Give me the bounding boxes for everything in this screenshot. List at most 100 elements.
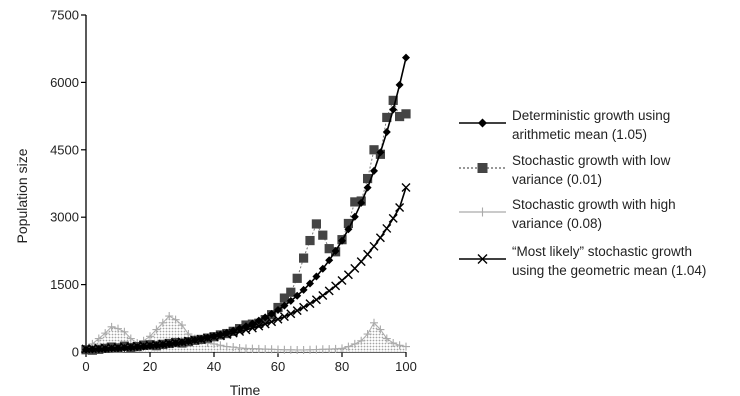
legend-label: “Most likely” stochastic growth: [512, 244, 692, 259]
x-axis-label: Time: [230, 382, 261, 396]
data-point: [363, 173, 373, 184]
data-point: [171, 315, 180, 324]
y-tick-label: 4500: [50, 142, 79, 157]
data-point: [165, 340, 174, 349]
data-point: [126, 334, 135, 343]
y-tick-label: 3000: [50, 210, 79, 225]
data-point: [318, 264, 327, 273]
data-point: [389, 105, 398, 114]
data-point: [293, 291, 302, 300]
data-point: [350, 339, 359, 348]
data-point: [178, 338, 186, 347]
legend-entry-3: “Most likely” stochastic growth using the…: [459, 244, 706, 278]
data-point: [216, 330, 225, 339]
data-point: [356, 257, 366, 267]
data-point: [274, 306, 282, 315]
data-point: [279, 293, 289, 303]
data-point: [235, 324, 244, 333]
axes: 0 1500 3000 4500 6000 7500 0 20 40 60 80 100: [50, 8, 417, 375]
legend-entry-2: Stochastic growth with high variance (0.0…: [459, 197, 676, 231]
data-point: [382, 112, 392, 123]
data-point: [306, 279, 314, 288]
data-point: [286, 309, 296, 319]
data-point: [312, 272, 321, 281]
data-point: [126, 343, 135, 352]
data-point: [94, 345, 103, 354]
data-point: [222, 328, 231, 337]
data-point: [114, 324, 122, 333]
data-point: [477, 163, 488, 173]
data-point: [101, 344, 110, 353]
data-point: [280, 301, 289, 310]
y-tick-label: 1500: [50, 277, 79, 292]
data-point: [133, 343, 142, 352]
data-point: [229, 343, 238, 352]
data-point: [331, 281, 341, 291]
data-point: [370, 166, 378, 175]
data-point: [242, 322, 250, 331]
data-point: [101, 329, 110, 338]
data-point: [305, 235, 315, 246]
series-1: [81, 95, 411, 355]
data-point: [107, 344, 116, 353]
data-point: [369, 145, 379, 155]
data-point: [363, 249, 373, 259]
data-point: [402, 342, 410, 351]
data-point: [152, 325, 161, 334]
data-point: [350, 197, 360, 207]
data-point: [344, 342, 353, 351]
legend-label: Deterministic growth using: [512, 108, 670, 123]
data-point: [120, 327, 129, 336]
legend-label: variance (0.08): [512, 216, 602, 231]
y-tick-label: 7500: [50, 8, 79, 23]
data-point: [338, 344, 346, 353]
data-point: [350, 212, 359, 221]
data-point: [216, 341, 225, 350]
data-point: [261, 313, 270, 322]
legend-label: using the geometric mean (1.04): [512, 263, 706, 278]
data-point: [120, 343, 129, 352]
x-tick-label: 40: [207, 359, 221, 374]
data-point: [376, 325, 385, 334]
data-point: [324, 244, 334, 254]
data-point: [286, 287, 296, 297]
data-point: [395, 80, 404, 89]
data-point: [338, 236, 346, 245]
data-point: [146, 342, 154, 351]
data-point: [299, 285, 308, 294]
data-point: [318, 290, 328, 300]
data-point: [324, 286, 334, 296]
data-point: [395, 111, 405, 122]
x-tick-label: 80: [335, 359, 349, 374]
data-point: [382, 334, 391, 343]
data-point: [152, 341, 161, 350]
data-point: [388, 213, 398, 223]
x-tick-label: 0: [82, 359, 89, 374]
legend-entry-1: Stochastic growth with low variance (0.01…: [459, 153, 671, 187]
data-point: [158, 340, 167, 349]
data-point: [178, 321, 186, 330]
data-point: [248, 319, 257, 328]
data-point: [254, 316, 263, 325]
x-tick-label: 60: [271, 359, 285, 374]
data-point: [344, 225, 353, 234]
data-point: [267, 309, 276, 318]
x-tick-label: 100: [395, 359, 417, 374]
data-point: [229, 326, 238, 335]
data-point: [260, 319, 270, 329]
data-point: [273, 314, 283, 324]
data-point: [376, 148, 385, 157]
data-point: [197, 334, 206, 343]
legend-entry-0: Deterministic growth using arithmetic mea…: [459, 108, 670, 142]
data-point: [402, 53, 410, 62]
data-point: [357, 336, 366, 345]
data-point: [139, 342, 148, 351]
data-point: [357, 198, 366, 207]
y-tick-label: 0: [72, 345, 79, 360]
data-point: [395, 203, 405, 213]
data-point: [318, 230, 328, 240]
data-point: [375, 233, 385, 243]
data-point: [370, 318, 378, 327]
legend-label: arithmetic mean (1.05): [512, 127, 647, 142]
